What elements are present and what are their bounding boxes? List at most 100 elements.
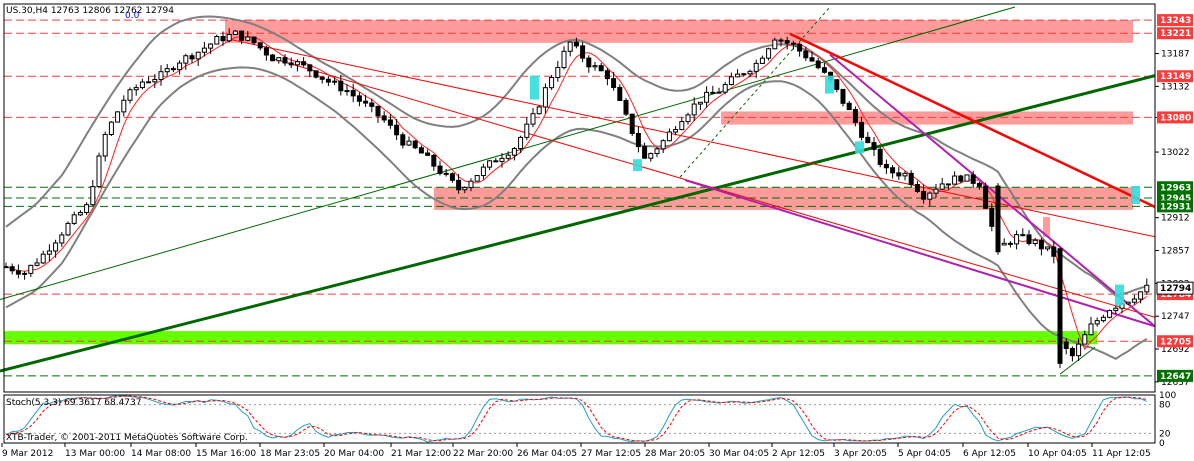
- candle: [28, 264, 34, 277]
- candle: [102, 131, 108, 162]
- candle-body: [691, 103, 697, 116]
- candle-body: [480, 166, 486, 177]
- candle-body: [1144, 284, 1150, 293]
- candle: [883, 159, 889, 174]
- candle-body: [673, 129, 679, 133]
- candle: [121, 95, 127, 117]
- price-level-tag: [1157, 181, 1193, 194]
- stoch-panel-frame: [3, 394, 1156, 444]
- candle-body: [1038, 239, 1044, 250]
- candle-body: [611, 78, 617, 88]
- candle: [741, 72, 747, 77]
- candle: [623, 97, 629, 116]
- price-level-label: 12963: [1160, 183, 1191, 193]
- candle-body: [375, 105, 381, 117]
- candle: [573, 37, 579, 49]
- candle: [15, 264, 21, 279]
- candle: [53, 239, 59, 258]
- candle: [282, 54, 288, 66]
- candle-body: [400, 134, 406, 146]
- candle-body: [846, 102, 852, 111]
- trend-line-magenta-a: [829, 53, 1156, 328]
- candle-body: [797, 43, 803, 52]
- price-level-label: 12705: [1160, 337, 1191, 347]
- candle: [96, 152, 102, 189]
- candle: [877, 147, 883, 168]
- candle: [400, 132, 406, 149]
- candle-body: [115, 111, 121, 123]
- candle-body: [1014, 234, 1020, 245]
- price-level-tag: [1157, 70, 1193, 83]
- candle: [46, 244, 52, 262]
- candle-body: [735, 73, 741, 78]
- candle-body: [871, 142, 877, 150]
- candle-body: [350, 90, 356, 97]
- candle-body: [232, 30, 238, 35]
- candle-body: [1088, 323, 1094, 336]
- candle: [84, 202, 90, 216]
- candle-body: [9, 266, 15, 272]
- candle-body: [133, 87, 139, 91]
- candle: [146, 76, 152, 84]
- candle-body: [338, 80, 344, 92]
- candle: [387, 114, 393, 129]
- candle: [462, 186, 468, 194]
- candle-body: [344, 90, 350, 93]
- candle-body: [195, 51, 201, 60]
- candle-body: [728, 76, 734, 85]
- stoch-tick-label: 0: [1159, 439, 1165, 449]
- candle-body: [685, 114, 691, 123]
- y-tick-label: 13022: [1161, 148, 1190, 158]
- candle: [914, 180, 920, 194]
- candle-body: [406, 140, 412, 146]
- candle: [177, 60, 183, 75]
- candle-body: [307, 64, 313, 72]
- candle: [189, 53, 195, 64]
- candle: [313, 70, 319, 79]
- candle-body: [46, 250, 52, 255]
- candle: [158, 65, 164, 86]
- candle-body: [902, 172, 908, 177]
- candle-body: [660, 140, 666, 150]
- candle-body: [927, 192, 933, 200]
- candle: [350, 83, 356, 103]
- candle-body: [146, 81, 152, 84]
- trend-line-magenta-b: [684, 179, 1156, 328]
- candle: [1026, 230, 1032, 246]
- candle-body: [332, 80, 338, 83]
- candle-body: [40, 253, 46, 264]
- candle-body: [666, 131, 672, 142]
- x-tick-label: 18 Mar 23:05: [260, 449, 320, 459]
- candle: [518, 135, 524, 154]
- candle: [964, 174, 970, 182]
- current-price-label: 12794: [1160, 284, 1191, 294]
- support-zone: [4, 331, 1097, 345]
- candle-body: [778, 39, 784, 42]
- candle: [691, 97, 697, 122]
- candle: [239, 30, 245, 45]
- candle-body: [170, 68, 176, 71]
- candle: [487, 160, 493, 171]
- candle: [363, 94, 369, 107]
- candle-body: [896, 172, 902, 177]
- candle-body: [356, 95, 362, 102]
- candle: [722, 81, 728, 95]
- candle-body: [1069, 348, 1075, 357]
- candle: [666, 128, 672, 142]
- candle-body: [989, 207, 995, 227]
- candle: [139, 78, 145, 90]
- candle: [319, 76, 325, 84]
- candle-body: [456, 179, 462, 191]
- highlight-mark: [530, 75, 539, 100]
- candle-body: [1032, 239, 1038, 244]
- candle-body: [363, 100, 369, 104]
- candle: [958, 174, 964, 184]
- candle-body: [629, 113, 635, 134]
- candle: [927, 191, 933, 206]
- candle-body: [908, 172, 914, 186]
- candle: [704, 86, 710, 108]
- candle: [530, 107, 536, 128]
- candle-body: [3, 266, 9, 269]
- candle: [728, 72, 734, 86]
- trend-line-red-thin-b: [269, 57, 1156, 318]
